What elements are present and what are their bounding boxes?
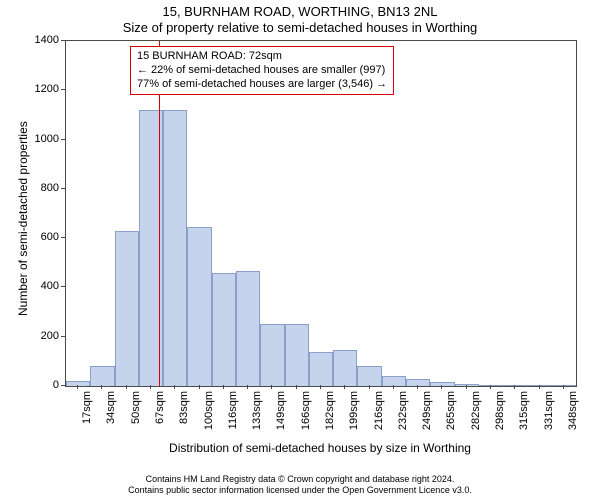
- x-tick-mark: [441, 385, 442, 389]
- histogram-bar: [212, 273, 236, 386]
- histogram-bar: [66, 381, 90, 386]
- x-tick-mark: [539, 385, 540, 389]
- y-tick-label: 0: [19, 379, 59, 391]
- x-tick-mark: [126, 385, 127, 389]
- y-tick-mark: [61, 139, 65, 140]
- y-tick-mark: [61, 188, 65, 189]
- x-tick-mark: [466, 385, 467, 389]
- histogram-bar: [285, 324, 309, 386]
- histogram-bar: [236, 271, 260, 386]
- x-tick-mark: [393, 385, 394, 389]
- histogram-bar: [430, 382, 454, 386]
- histogram-bar: [455, 384, 479, 386]
- x-tick-label: 249sqm: [421, 391, 433, 491]
- x-tick-mark: [514, 385, 515, 389]
- x-tick-label: 166sqm: [300, 391, 312, 491]
- x-tick-mark: [223, 385, 224, 389]
- y-tick-mark: [61, 385, 65, 386]
- histogram-bar: [552, 385, 576, 386]
- chart-subtitle: Size of property relative to semi-detach…: [0, 20, 600, 35]
- chart-title: 15, BURNHAM ROAD, WORTHING, BN13 2NL: [0, 4, 600, 19]
- x-tick-mark: [271, 385, 272, 389]
- x-tick-label: 116sqm: [227, 391, 239, 491]
- x-tick-label: 182sqm: [324, 391, 336, 491]
- annotation-box: 15 BURNHAM ROAD: 72sqm ← 22% of semi-det…: [130, 46, 394, 95]
- x-tick-mark: [77, 385, 78, 389]
- x-tick-mark: [417, 385, 418, 389]
- x-tick-label: 315sqm: [518, 391, 530, 491]
- y-tick-mark: [61, 336, 65, 337]
- x-tick-mark: [296, 385, 297, 389]
- x-tick-mark: [490, 385, 491, 389]
- x-tick-label: 34sqm: [105, 391, 117, 491]
- x-tick-label: 149sqm: [275, 391, 287, 491]
- x-tick-mark: [150, 385, 151, 389]
- x-tick-mark: [101, 385, 102, 389]
- y-tick-label: 1400: [19, 34, 59, 46]
- y-tick-label: 400: [19, 280, 59, 292]
- x-tick-mark: [174, 385, 175, 389]
- y-tick-label: 800: [19, 182, 59, 194]
- x-tick-label: 50sqm: [130, 391, 142, 491]
- y-tick-mark: [61, 286, 65, 287]
- x-tick-mark: [320, 385, 321, 389]
- x-tick-label: 199sqm: [348, 391, 360, 491]
- histogram-bar: [357, 366, 381, 386]
- x-tick-label: 17sqm: [81, 391, 93, 491]
- x-tick-mark: [247, 385, 248, 389]
- y-tick-mark: [61, 40, 65, 41]
- y-tick-mark: [61, 89, 65, 90]
- x-tick-mark: [199, 385, 200, 389]
- histogram-bar: [333, 350, 357, 386]
- x-tick-label: 265sqm: [445, 391, 457, 491]
- y-tick-mark: [61, 237, 65, 238]
- x-tick-mark: [344, 385, 345, 389]
- x-tick-mark: [563, 385, 564, 389]
- y-tick-label: 200: [19, 330, 59, 342]
- annotation-line: 77% of semi-detached houses are larger (…: [137, 78, 387, 92]
- x-tick-label: 232sqm: [397, 391, 409, 491]
- histogram-bar: [163, 110, 187, 386]
- histogram-bar: [90, 366, 114, 386]
- histogram-bar: [406, 379, 430, 386]
- x-tick-label: 348sqm: [567, 391, 579, 491]
- x-tick-label: 133sqm: [251, 391, 263, 491]
- x-tick-label: 216sqm: [373, 391, 385, 491]
- x-tick-label: 67sqm: [154, 391, 166, 491]
- histogram-bar: [187, 227, 211, 386]
- chart-root: { "page": { "width": 600, "height": 500 …: [0, 0, 600, 500]
- x-tick-label: 298sqm: [494, 391, 506, 491]
- x-tick-label: 83sqm: [178, 391, 190, 491]
- y-tick-label: 600: [19, 231, 59, 243]
- histogram-bar: [527, 385, 551, 386]
- y-tick-label: 1000: [19, 133, 59, 145]
- x-tick-label: 331sqm: [543, 391, 555, 491]
- histogram-bar: [309, 352, 333, 387]
- annotation-line: ← 22% of semi-detached houses are smalle…: [137, 64, 387, 78]
- x-tick-label: 282sqm: [470, 391, 482, 491]
- histogram-bar: [503, 385, 527, 386]
- x-tick-mark: [369, 385, 370, 389]
- y-tick-label: 1200: [19, 83, 59, 95]
- x-tick-label: 100sqm: [203, 391, 215, 491]
- histogram-bar: [115, 231, 139, 386]
- histogram-bar: [260, 324, 284, 386]
- annotation-line: 15 BURNHAM ROAD: 72sqm: [137, 50, 387, 64]
- histogram-bar: [382, 376, 406, 386]
